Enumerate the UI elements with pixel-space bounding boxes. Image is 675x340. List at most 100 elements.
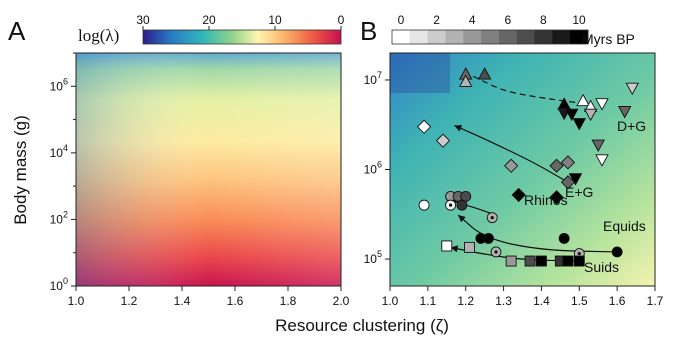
panel-b-colorbar-tick-label: 4 — [469, 13, 476, 27]
group-label-rhinos: Rhinos — [524, 192, 568, 208]
panel-a-y-tick-label: 104 — [50, 143, 68, 160]
point-rhinos — [549, 158, 564, 173]
trend-curve-arrowhead — [454, 125, 463, 132]
panel-a-colorbar-tick-label: 20 — [202, 13, 216, 27]
panel-b-letter: B — [360, 16, 377, 46]
panel-b-points — [416, 67, 640, 267]
panel-b-colorbar-unit: Myrs BP — [582, 31, 635, 47]
point-e-g — [576, 93, 590, 107]
panel-b-colorbar-frame — [391, 29, 589, 45]
panel-a-heatmap-overlay — [76, 53, 341, 286]
panel-b-y-axis: 105 106 107 — [364, 70, 390, 266]
panel-a-x-axis: 1.0 1.2 1.4 1.6 1.8 2.0 — [68, 286, 350, 308]
panel-b-colorbar-block — [409, 30, 429, 44]
group-label-d-g: D+G — [617, 118, 646, 134]
panel-b-colorbar-block — [392, 30, 411, 44]
panel-b-colorbar-tick-label: 0 — [398, 13, 405, 27]
panel-a-x-tick-label: 1.6 — [227, 294, 244, 308]
point-rhinos — [560, 155, 576, 170]
point-rhinos — [504, 158, 519, 173]
panel-a-y-tick-label: 100 — [50, 276, 68, 293]
group-label-suids: Suids — [584, 259, 619, 275]
panel-a-x-tick-label: 2.0 — [333, 294, 350, 308]
panel-b-colorbar-block — [516, 30, 536, 44]
panel-a-colorbar — [142, 29, 342, 45]
panel-b-colorbar-block — [481, 30, 500, 44]
point-equids — [418, 199, 430, 211]
panel-a-x-tick-label: 1.8 — [280, 294, 297, 308]
panel-a-colorbar-tick-label: 30 — [136, 13, 150, 27]
point-d-g — [617, 106, 632, 119]
panel-b-x-tick-label: 1.3 — [495, 294, 512, 308]
point-rhinos — [511, 187, 526, 203]
trend-curve-arrowhead — [450, 245, 459, 253]
point-equids-dot — [448, 203, 453, 207]
point-suids — [505, 255, 517, 267]
panel-a-colorbar-ticks: 30 20 10 0 — [136, 13, 345, 30]
panel-b-colorbar-block — [534, 30, 553, 44]
point-suids — [441, 240, 453, 252]
panel-a-colorbar-title: log(λ) — [78, 26, 119, 45]
panel-b-corner-shade — [390, 53, 450, 93]
panel-a-x-tick-label: 1.4 — [174, 294, 191, 308]
panel-b-colorbar-block — [498, 30, 518, 44]
panel-b-colorbar-block — [427, 30, 446, 44]
panel-b-x-tick-label: 1.2 — [457, 294, 474, 308]
trend-curve-e-g — [473, 75, 587, 105]
group-label-e-g: E+G — [565, 184, 593, 200]
panel-a-y-axis: 100 102 104 106 — [50, 52, 76, 293]
panel-b-x-tick-label: 1.5 — [571, 294, 588, 308]
panel-b-colorbar-tick-label: 10 — [572, 13, 586, 27]
point-equids-dot — [494, 250, 498, 254]
point-d-g — [583, 108, 598, 122]
panel-b-x-tick-label: 1.0 — [382, 294, 399, 308]
point-equids-dot — [577, 252, 581, 256]
y-axis-label: Body mass (g) — [11, 115, 30, 225]
panel-b-x-tick-label: 1.4 — [533, 294, 550, 308]
point-rhinos — [435, 133, 451, 148]
group-label-equids: Equids — [603, 218, 646, 234]
panel-b-y-tick-label: 106 — [364, 160, 382, 177]
point-rhinos — [416, 119, 432, 134]
point-suids — [524, 255, 536, 267]
point-d-g — [572, 118, 587, 131]
point-d-g — [595, 98, 609, 111]
point-equids — [611, 246, 623, 258]
point-equids — [558, 232, 570, 244]
panel-b-colorbar-block — [463, 30, 482, 44]
panel-b-x-tick-label: 1.6 — [609, 294, 626, 308]
x-axis-label: Resource clustering (ζ) — [275, 316, 449, 335]
point-equids — [456, 199, 468, 211]
point-e-g — [458, 74, 473, 87]
panel-b-colorbar-block — [570, 30, 589, 44]
trend-curve-arrowhead — [458, 215, 466, 223]
point-equids — [482, 232, 494, 244]
trend-curve-rhinos — [454, 124, 569, 183]
panel-b-background — [390, 53, 655, 286]
point-suids — [562, 255, 574, 267]
panel-b-colorbar-tick-label: 6 — [504, 13, 511, 27]
panel-a-y-tick-label: 102 — [50, 209, 68, 226]
panel-a-letter: A — [8, 16, 26, 46]
point-suids — [535, 255, 547, 267]
panel-b-colorbar-block — [552, 30, 571, 44]
point-e-g — [477, 67, 492, 80]
panel-b-colorbar: 0 2 4 6 8 10 — [391, 13, 589, 45]
point-suids — [573, 255, 585, 267]
point-d-g — [591, 139, 605, 152]
point-d-g — [564, 108, 579, 122]
panel-b-colorbar-tick-label: 8 — [540, 13, 547, 27]
panel-b-colorbar-tick-label: 2 — [433, 13, 440, 27]
point-d-g — [568, 173, 583, 186]
panel-a: A log(λ) 30 20 10 0 1.0 1.2 1.4 1.6 1.8 2.0 1001… — [8, 13, 350, 308]
panel-a-x-tick-label: 1.0 — [68, 294, 85, 308]
panel-a-y-tick-label: 106 — [50, 76, 68, 93]
point-suids — [464, 241, 475, 253]
point-d-g — [595, 154, 609, 167]
panel-a-colorbar-tick-label: 0 — [338, 13, 345, 27]
panel-a-frame — [75, 52, 342, 287]
panel-b-x-tick-label: 1.1 — [420, 294, 437, 308]
point-equids-dot — [490, 216, 494, 220]
panel-b: B 0 2 4 6 8 10 Myrs BP E+G D+G Rhinos Equids … — [360, 13, 664, 308]
